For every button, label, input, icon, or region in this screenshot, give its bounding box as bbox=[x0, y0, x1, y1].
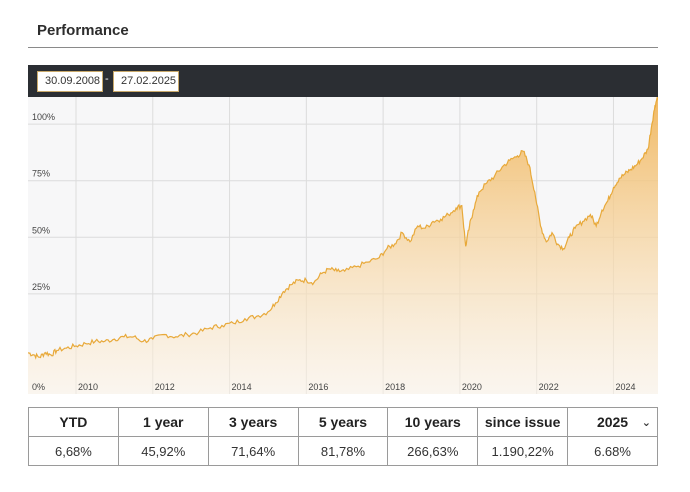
header-since-issue: since issue bbox=[477, 407, 569, 437]
x-tick-label: 2024 bbox=[615, 382, 635, 392]
value-since-issue: 1.190,22% bbox=[477, 436, 569, 466]
year-select-value: 2025 bbox=[596, 414, 629, 430]
table-header-row: YTD 1 year 3 years 5 years 10 years sinc… bbox=[28, 407, 658, 437]
page-title: Performance bbox=[37, 22, 129, 39]
performance-chart[interactable]: 0% 25% 50% 75% 100% 2010 2012 2014 2016 2018 2020 2… bbox=[28, 97, 658, 394]
table-row: 6,68% 45,92% 71,64% 81,78% 266,63% 1.190… bbox=[28, 436, 658, 466]
value-1-year: 45,92% bbox=[117, 436, 209, 466]
x-tick-label: 2016 bbox=[308, 382, 328, 392]
year-select[interactable]: 2025 ⌄ bbox=[567, 407, 658, 437]
performance-area bbox=[28, 97, 658, 394]
header-1-year: 1 year bbox=[117, 407, 209, 437]
date-range-toolbar: 30.09.2008 - 27.02.2025 bbox=[28, 65, 658, 97]
end-date-input[interactable]: 27.02.2025 bbox=[113, 71, 179, 92]
header-ytd: YTD bbox=[28, 407, 119, 437]
x-tick-label: 2022 bbox=[539, 382, 559, 392]
start-date-input[interactable]: 30.09.2008 bbox=[37, 71, 103, 92]
header-10-years: 10 years bbox=[387, 407, 479, 437]
y-tick-label: 75% bbox=[32, 169, 50, 179]
performance-table: YTD 1 year 3 years 5 years 10 years sinc… bbox=[28, 407, 658, 466]
value-3-years: 71,64% bbox=[207, 436, 299, 466]
date-range-separator: - bbox=[105, 73, 109, 85]
value-selected-year: 6.68% bbox=[567, 436, 658, 466]
y-tick-label: 100% bbox=[32, 112, 55, 122]
header-5-years: 5 years bbox=[297, 407, 389, 437]
section-header: Performance bbox=[28, 0, 658, 48]
x-tick-label: 2014 bbox=[232, 382, 252, 392]
performance-chart-svg: 0% 25% 50% 75% 100% 2010 2012 2014 2016 2018 2020 2… bbox=[28, 97, 658, 394]
x-tick-label: 2020 bbox=[462, 382, 482, 392]
x-tick-label: 2018 bbox=[385, 382, 405, 392]
performance-line bbox=[28, 97, 658, 360]
y-tick-label: 50% bbox=[32, 225, 50, 235]
value-5-years: 81,78% bbox=[297, 436, 389, 466]
header-3-years: 3 years bbox=[207, 407, 299, 437]
value-ytd: 6,68% bbox=[28, 436, 119, 466]
y-tick-label: 0% bbox=[32, 382, 45, 392]
x-tick-label: 2010 bbox=[78, 382, 98, 392]
value-10-years: 266,63% bbox=[387, 436, 479, 466]
y-tick-label: 25% bbox=[32, 282, 50, 292]
x-tick-label: 2012 bbox=[155, 382, 175, 392]
chevron-down-icon: ⌄ bbox=[641, 417, 651, 429]
